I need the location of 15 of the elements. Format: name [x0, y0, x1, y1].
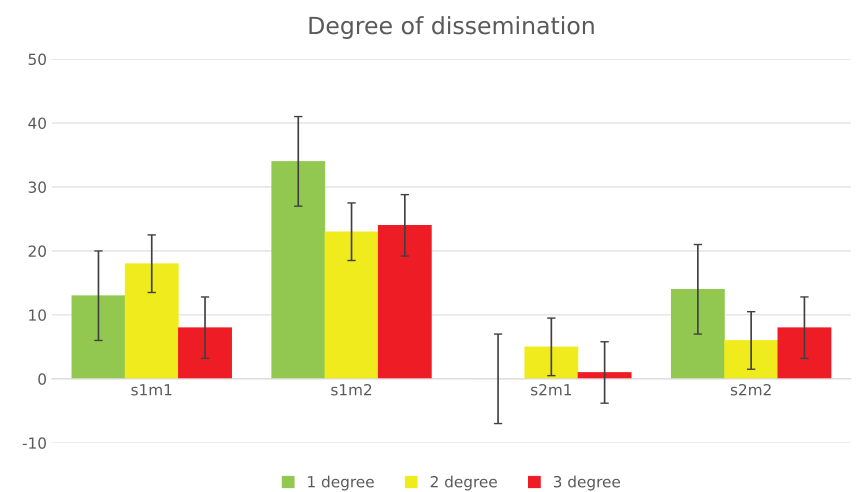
- y-tick-label: 10: [29, 309, 46, 321]
- legend-label: 2 degree: [430, 476, 497, 490]
- y-tick-label: 0: [38, 373, 46, 385]
- chart-title: Degree of dissemination: [309, 16, 594, 39]
- y-tick-label: -10: [22, 437, 46, 449]
- legend-label: 3 degree: [554, 476, 620, 490]
- x-tick-label: s1m1: [131, 384, 172, 396]
- y-tick-label: 30: [28, 181, 46, 193]
- y-tick-label: 50: [28, 54, 46, 66]
- x-tick-label: s1m2: [331, 384, 372, 396]
- y-tick-label: 20: [28, 245, 46, 257]
- y-tick-label: 40: [28, 117, 46, 130]
- legend-label: 1 degree: [308, 476, 374, 490]
- x-tick-label: s2m2: [730, 384, 771, 396]
- x-tick-label: s2m1: [531, 384, 572, 396]
